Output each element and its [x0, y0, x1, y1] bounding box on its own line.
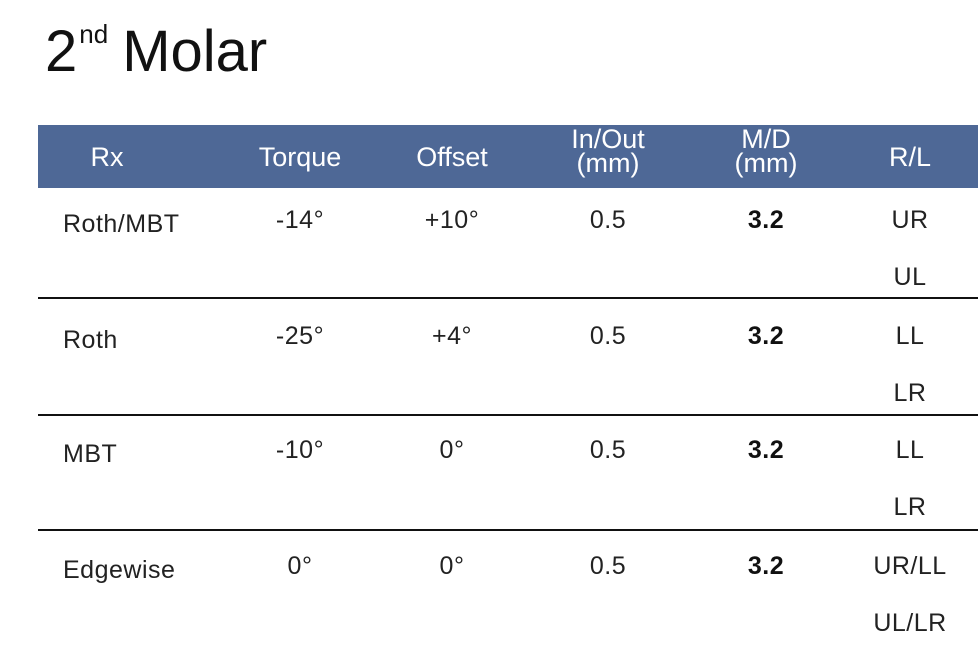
cell: 0° — [439, 436, 465, 464]
cell-rx: MBT — [63, 440, 118, 468]
cell-rl: UR — [891, 206, 929, 234]
column-header: In/Out — [571, 124, 645, 154]
cell: +10° — [424, 206, 480, 234]
cell: 0° — [287, 552, 313, 580]
cell: +4° — [431, 322, 473, 350]
cell-rl: UR/LL — [873, 552, 947, 580]
row-divider — [38, 297, 978, 299]
column-header: Rx — [90, 142, 124, 172]
cell-rl: UL — [893, 263, 927, 291]
cell-rl: LL — [895, 322, 925, 350]
cell-rx: Roth — [63, 326, 118, 354]
column-header: R/L — [888, 142, 932, 172]
cell-rl: UL/LR — [873, 609, 947, 637]
cell: -14° — [275, 206, 325, 234]
column-header: (mm) — [576, 148, 640, 178]
cell-rl: LR — [893, 379, 927, 407]
cell: 3.2 — [747, 552, 785, 580]
column-header: (mm) — [734, 148, 798, 178]
title-number: 2 — [45, 19, 78, 84]
row-divider — [38, 414, 978, 416]
cell: 3.2 — [747, 206, 785, 234]
row-divider — [38, 529, 978, 531]
column-header: M/D — [741, 124, 791, 154]
cell: -25° — [275, 322, 325, 350]
cell: 0.5 — [589, 322, 627, 350]
cell: 0.5 — [589, 552, 627, 580]
column-header: Torque — [258, 142, 342, 172]
cell: 0° — [439, 552, 465, 580]
cell: 0.5 — [589, 436, 627, 464]
table-header — [38, 125, 978, 188]
title: 2nd Molar — [45, 18, 267, 85]
title-superscript: nd — [79, 19, 109, 49]
column-header: Offset — [416, 142, 488, 172]
cell-rx: Roth/MBT — [63, 210, 180, 238]
cell-rl: LR — [893, 493, 927, 521]
title-text: Molar — [122, 19, 268, 84]
cell-rx: Edgewise — [63, 556, 176, 584]
cell: 0.5 — [589, 206, 627, 234]
cell: 3.2 — [747, 436, 785, 464]
cell-rl: LL — [895, 436, 925, 464]
cell: 3.2 — [747, 322, 785, 350]
cell: -10° — [275, 436, 325, 464]
